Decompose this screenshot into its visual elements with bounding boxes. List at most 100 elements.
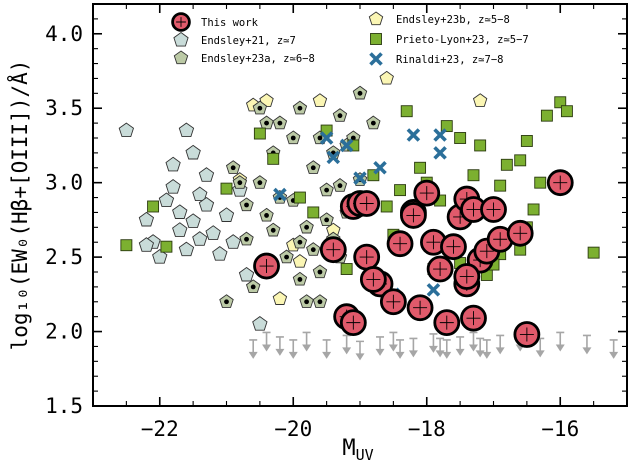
y-tick-label: 2.5 xyxy=(45,245,83,269)
y-tick-label: 1.5 xyxy=(45,394,83,418)
square-marker xyxy=(554,96,567,109)
pentagon-marker xyxy=(173,31,189,47)
marker-errorbar xyxy=(493,232,508,247)
pentagon-marker xyxy=(178,122,195,138)
pentagon-marker xyxy=(185,213,201,228)
upper-limit-arrow xyxy=(302,344,312,352)
legend-entry: Rinaldi+23, z≃7−8 xyxy=(369,52,503,66)
axes: −22 −20 −18 −16 1.5 2.0 2.5 3.0 3.5 4.0 xyxy=(45,3,628,441)
marker-dot xyxy=(250,284,256,290)
pentagon-marker xyxy=(118,122,135,138)
pentagon-marker xyxy=(225,234,241,249)
upper-limit-arrow xyxy=(582,347,592,355)
marker-errorbar xyxy=(406,208,421,223)
pentagon-marker xyxy=(272,291,288,305)
pentagon-marker xyxy=(173,50,189,65)
square-marker xyxy=(440,120,453,133)
square-marker xyxy=(494,179,507,192)
upper-limit-arrow xyxy=(395,351,405,359)
legend: This work Endsley+21, z≃7 Endsley+23a, z≃6… xyxy=(171,11,529,66)
marker-errorbar xyxy=(259,259,274,274)
pentagon-marker xyxy=(379,70,394,85)
marker-errorbar xyxy=(486,202,501,217)
square-marker xyxy=(220,182,233,195)
marker-dot xyxy=(310,247,316,253)
upper-limit-bar xyxy=(356,340,364,356)
marker-dot xyxy=(237,180,243,186)
square-marker xyxy=(340,263,353,275)
upper-limit-bar xyxy=(429,333,438,348)
upper-limit-bar xyxy=(442,339,451,354)
marker-errorbar xyxy=(326,242,341,257)
upper-limit-bar xyxy=(436,337,445,353)
legend-entry: Endsley+21, z≃7 xyxy=(173,31,296,47)
upper-limit-bar xyxy=(476,337,485,353)
legend-label: Rinaldi+23, z≃7−8 xyxy=(396,54,503,66)
x-marker xyxy=(319,131,334,145)
series-upper-limit xyxy=(248,331,619,361)
square-marker xyxy=(267,152,280,165)
marker-dot xyxy=(224,299,229,305)
upper-limit-bar xyxy=(249,339,258,354)
marker-dot xyxy=(284,254,289,260)
pentagon-marker xyxy=(192,231,208,246)
x-marker xyxy=(373,161,387,175)
upper-limit-bar xyxy=(582,334,591,350)
marker-dot xyxy=(304,224,309,230)
legend-label: Endsley+23a, z≃6−8 xyxy=(201,53,315,65)
marker-errorbar xyxy=(553,175,568,190)
pentagon-marker xyxy=(238,266,255,282)
marker-errorbar xyxy=(176,17,186,27)
marker-errorbar xyxy=(359,196,374,211)
square-marker xyxy=(454,132,467,144)
marker-errorbar xyxy=(446,239,461,254)
marker-errorbar xyxy=(366,272,381,287)
pentagon-marker xyxy=(312,93,328,107)
square-marker xyxy=(147,200,160,213)
pentagon-marker xyxy=(198,167,215,182)
upper-limit-bar xyxy=(342,334,351,350)
marker-errorbar xyxy=(393,236,408,251)
marker-dot xyxy=(297,239,303,245)
marker-errorbar xyxy=(439,315,454,330)
marker-errorbar xyxy=(513,226,528,241)
upper-limit-arrow xyxy=(375,348,385,356)
upper-limit-arrow xyxy=(408,350,418,358)
upper-limit-arrow xyxy=(609,351,619,359)
upper-limit-arrow xyxy=(495,347,505,355)
pentagon-marker xyxy=(165,156,181,172)
upper-limit-bar xyxy=(302,331,311,347)
x-tick-label: −22 xyxy=(141,417,179,441)
square-marker xyxy=(474,139,487,152)
pentagon-marker xyxy=(178,241,195,257)
x-marker xyxy=(339,138,354,153)
marker-errorbar xyxy=(466,311,481,326)
series-x xyxy=(273,128,447,302)
square-marker xyxy=(253,127,266,140)
x-tick-label: −16 xyxy=(541,417,579,441)
upper-limit-bar xyxy=(456,336,465,351)
y-tick-label: 3.5 xyxy=(45,96,83,120)
marker-dot xyxy=(264,213,269,218)
pentagon-marker xyxy=(192,186,208,202)
square-marker xyxy=(514,154,527,167)
pentagon-marker xyxy=(198,196,215,212)
pentagon-marker xyxy=(165,179,181,194)
legend-entry: Prieto-Lyon+23, z≃5−7 xyxy=(370,33,529,46)
legend-entry: Endsley+23a, z≃6−8 xyxy=(173,50,315,65)
upper-limit-bar xyxy=(409,337,418,353)
square-marker xyxy=(467,169,480,182)
square-marker xyxy=(400,105,413,118)
upper-limit-bar xyxy=(396,339,405,354)
upper-limit-arrow xyxy=(435,350,445,358)
y-axis-label: log₁₀(EW₀(Hβ+[OIII])/Å) xyxy=(6,60,32,351)
pentagon-marker xyxy=(152,249,168,264)
marker-dot xyxy=(277,120,283,126)
y-tick-label: 3.0 xyxy=(45,171,83,195)
pentagon-marker xyxy=(185,144,201,160)
upper-limit-arrow xyxy=(248,351,258,359)
x-marker xyxy=(433,146,447,160)
marker-dot xyxy=(257,105,263,111)
marker-dot xyxy=(244,202,249,208)
